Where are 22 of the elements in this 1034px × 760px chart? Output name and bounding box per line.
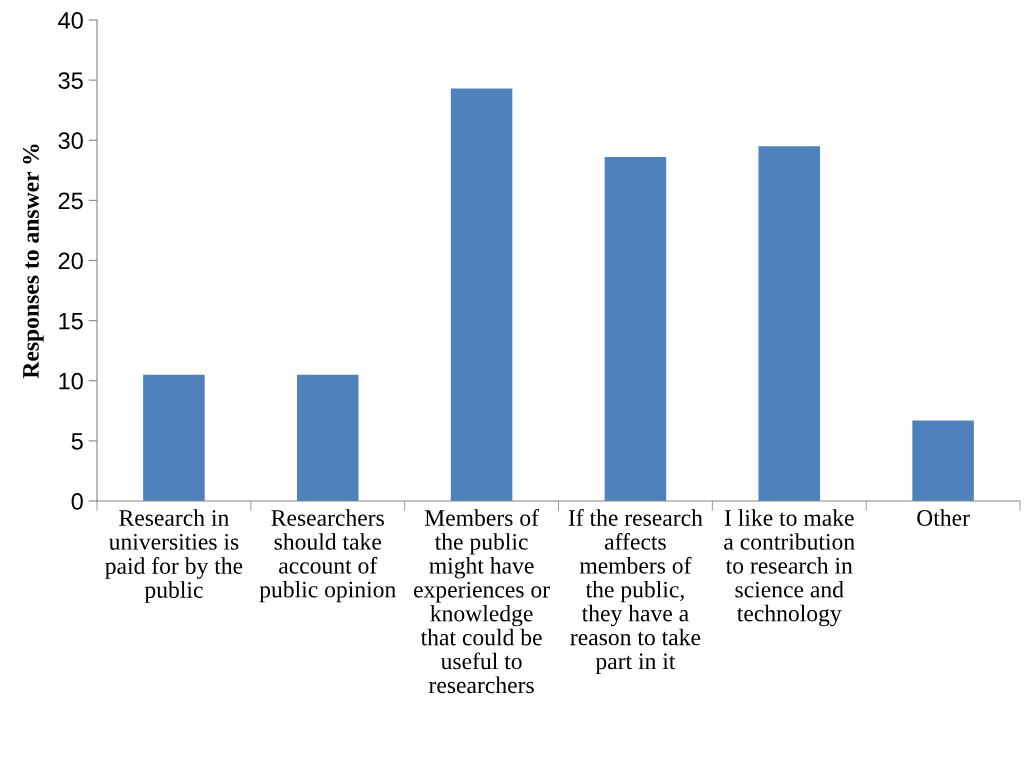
y-tick-label: 35 [58, 72, 83, 89]
x-tick-label: I like to make a contribution to research in science and technology [724, 509, 855, 627]
x-tick-label: Other [917, 509, 970, 526]
y-tick-label: 5 [71, 433, 83, 450]
y-axis-title: Responses to answer % [22, 144, 44, 379]
bar [450, 88, 513, 501]
x-tick-label: Members of the public might have experiences or knowledge that could be useful to researchers [414, 509, 550, 694]
y-tick-label: 40 [58, 12, 83, 29]
bar [758, 146, 821, 501]
y-tick-label: 0 [71, 493, 83, 510]
x-tick-label: Research in universities is paid for by the public [105, 509, 243, 603]
y-tick-label: 30 [58, 132, 83, 150]
y-tick-label: 25 [58, 192, 83, 210]
y-tick-label: 10 [59, 372, 83, 390]
bar [604, 157, 667, 501]
y-tick-label: 20 [58, 252, 83, 270]
y-tick-label: 15 [59, 312, 83, 330]
x-tick-label: If the research affects members of the public, they have a reason to take part in it [568, 509, 703, 675]
bar [296, 374, 359, 501]
x-tick-label: Researchers should take account of public opinion [259, 509, 396, 603]
bar [912, 420, 974, 501]
bar [143, 374, 205, 501]
